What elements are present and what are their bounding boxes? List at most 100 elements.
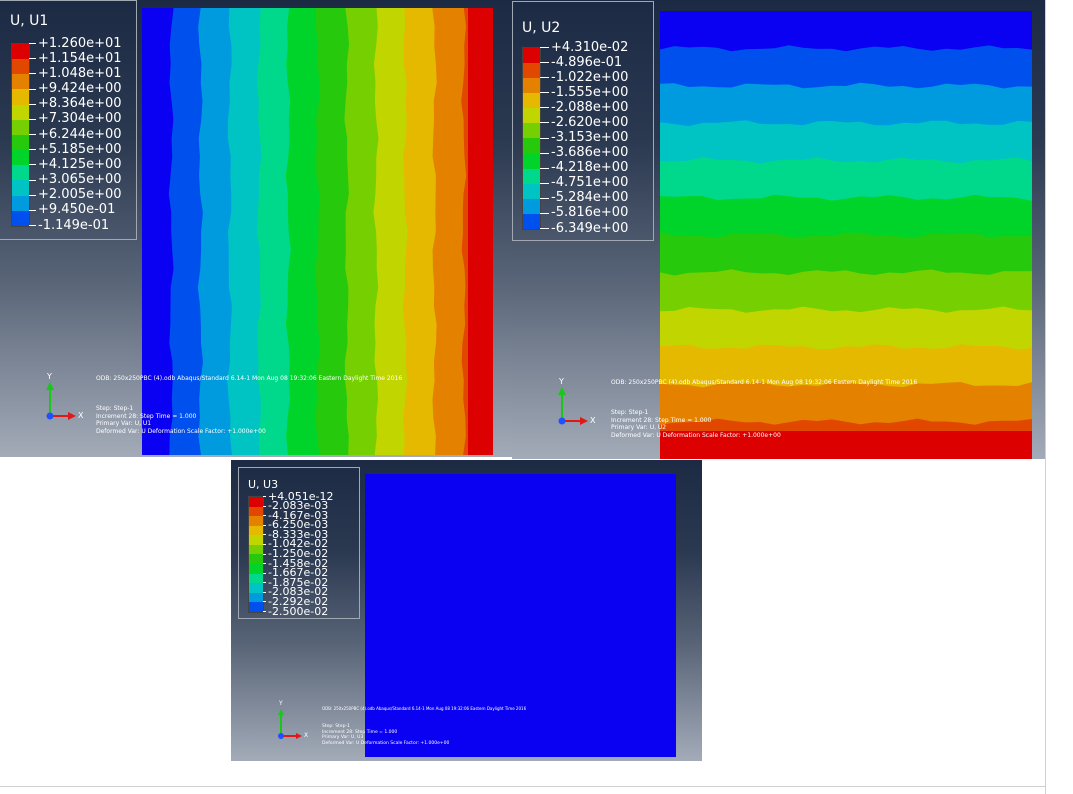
legend-tick [29, 118, 36, 120]
legend-tick [263, 524, 266, 526]
legend-color-swatch [12, 165, 29, 181]
legend-tick [263, 563, 266, 565]
deformed-var-line: Deformed Var: U Deformation Scale Factor… [96, 427, 266, 435]
legend-tick [263, 515, 266, 517]
legend-tick [29, 194, 36, 196]
legend-color-swatch [12, 59, 29, 75]
legend-color-swatch [249, 564, 263, 574]
legend-value-label: -1.149e-01 [38, 217, 110, 233]
legend-color-swatch [523, 108, 540, 124]
legend-value-label: -5.284e+00 [551, 190, 629, 206]
legend-color-swatch [12, 180, 29, 196]
step-info: Step: Step-1 Increment 28: Step Time = 1… [322, 724, 449, 747]
axis-triad: Y X [40, 372, 88, 426]
legend-tick [263, 601, 266, 603]
legend-value-label: -3.153e+00 [551, 130, 629, 145]
legend-tick [29, 58, 36, 60]
legend-value-label: -6.349e+00 [551, 220, 629, 236]
legend-title: U, U1 [10, 13, 49, 29]
odb-info: ODB: 250x250PBC (4).odb Abaqus/Standard … [96, 375, 403, 382]
legend-value-label: -1.022e+00 [551, 69, 629, 85]
legend-color-swatch [12, 195, 29, 211]
legend-value-label: +3.065e+00 [38, 172, 122, 187]
legend-color-swatch [249, 554, 263, 565]
color-bar [248, 496, 264, 613]
legend-tick [263, 496, 266, 497]
legend-tick [29, 103, 36, 105]
legend-tick [540, 197, 549, 199]
legend-value-label: -2.088e+00 [551, 99, 629, 115]
legend-color-swatch [12, 134, 29, 151]
primary-var-line: Primary Var: U, U2 [611, 424, 667, 431]
legend-value-label: +1.048e+01 [38, 65, 122, 81]
legend-color-swatch [523, 48, 540, 64]
deformed-var-line: Deformed Var: U Deformation Scale Factor… [611, 431, 781, 439]
legend-value-label: -1.875e-02 [268, 575, 329, 589]
legend-color-swatch [523, 198, 540, 214]
legend-value-label: +5.185e+00 [38, 141, 122, 157]
odb-info: ODB: 250x250PBC (4).odb Abaqus/Standard … [322, 706, 527, 711]
legend-color-swatch [249, 516, 263, 526]
triad-x-label: X [78, 411, 84, 420]
legend-tick [540, 62, 549, 64]
legend-tick [263, 572, 266, 574]
legend-value-label: -1.458e-02 [268, 556, 329, 570]
contour-plot-u2[interactable] [660, 11, 1032, 459]
step-info: Step: Step-1 Increment 28: Step Time = 1… [96, 405, 266, 435]
legend-color-swatch [523, 183, 540, 199]
viewport-u2[interactable]: U, U2 +4.310e-02 -4.896e-01 -1.022e+00 -1.5… [512, 0, 1045, 459]
legend-tick [29, 225, 36, 226]
viewport-u3[interactable]: U, U3 +4.051e-12 -2.083e-03 -4.167e-03 -6.2… [231, 460, 702, 761]
legend-value-label: +4.125e+00 [38, 156, 122, 172]
legend-color-swatch [12, 210, 29, 226]
legend-tick [540, 107, 549, 109]
legend-tick [263, 505, 266, 507]
legend-tick [540, 122, 549, 124]
contour-plot-u3[interactable] [365, 474, 676, 757]
legend-tick [263, 543, 266, 545]
triad-y-label: Y [47, 372, 52, 381]
legend-title: U, U3 [248, 478, 279, 491]
contour-band-max [468, 8, 493, 455]
legend-color-swatch [249, 525, 263, 536]
legend-tick [29, 179, 36, 181]
legend-color-swatch [12, 150, 29, 166]
legend-value-label: -3.686e+00 [551, 145, 629, 161]
color-bar [11, 43, 30, 227]
legend-value-label: -4.218e+00 [551, 160, 629, 176]
axis-triad: Y X [552, 377, 600, 431]
legend-value-label: -1.250e-02 [268, 547, 329, 560]
legend-color-swatch [249, 497, 263, 507]
legend-tick [263, 534, 266, 536]
legend-color-swatch [249, 535, 263, 545]
legend-color-swatch [523, 213, 540, 229]
legend-tick [540, 137, 549, 139]
legend-value-label: +1.154e+01 [38, 50, 122, 66]
legend-color-swatch [249, 506, 263, 517]
step-info: Step: Step-1 Increment 28: Step Time = 1… [611, 409, 781, 439]
odb-info: ODB: 250x250PBC (4).odb Abaqus/Standard … [611, 379, 918, 386]
legend-value-label: -1.667e-02 [268, 566, 329, 580]
step-line: Step: Step-1 [611, 409, 649, 416]
legend-color-swatch [523, 93, 540, 109]
legend-value-label: -1.042e-02 [268, 537, 329, 551]
legend-tick [29, 88, 36, 90]
legend-color-swatch [523, 63, 540, 79]
legend-value-label: +4.310e-02 [551, 39, 629, 55]
legend-value-label: +9.424e+00 [38, 81, 122, 96]
legend-color-swatch [523, 138, 540, 154]
contour-plot-u1[interactable] [142, 8, 493, 455]
legend-value-label: +9.450e-01 [38, 202, 116, 218]
legend-tick [29, 149, 36, 151]
legend-tick [29, 134, 36, 135]
legend-value-label: +6.244e+00 [38, 126, 122, 142]
legend-value-label: -1.555e+00 [551, 84, 629, 100]
primary-var-line: Primary Var: U, U3 [322, 735, 364, 741]
legend-tick [540, 182, 549, 184]
contour-field [365, 474, 676, 757]
legend-tick [29, 43, 36, 44]
legend-color-swatch [249, 573, 263, 584]
viewport-u1[interactable]: U, U1 +1.260e+01 +1.154e+01 +1.048e+01 +9.4… [0, 0, 512, 457]
deformed-var-line: Deformed Var: U Deformation Scale Factor… [322, 740, 450, 746]
triad-y-label: Y [279, 700, 283, 707]
